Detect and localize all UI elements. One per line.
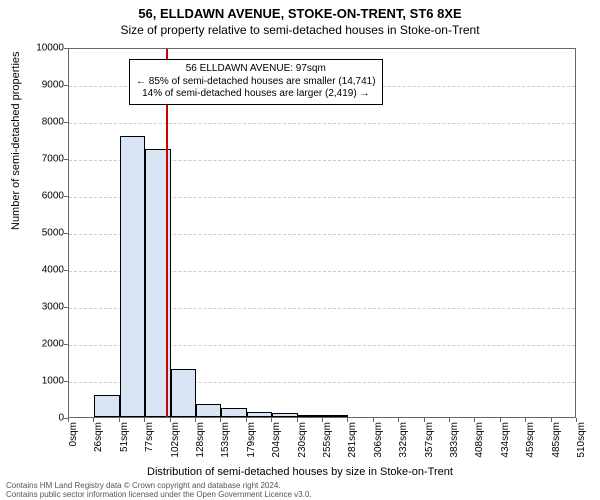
y-tick-mark [64,381,68,382]
x-tick-mark [271,418,272,422]
x-tick-mark [246,418,247,422]
x-tick-label: 51sqm [119,422,130,462]
y-tick-label: 7000 [14,154,64,165]
histogram-bar [221,408,246,417]
x-tick-mark [220,418,221,422]
x-tick-label: 459sqm [525,422,536,462]
y-axis-label: Number of semi-detached properties [10,51,22,230]
x-tick-label: 128sqm [195,422,206,462]
x-tick-label: 26sqm [93,422,104,462]
x-tick-mark [576,418,577,422]
histogram-bar [298,415,323,417]
x-tick-mark [170,418,171,422]
x-tick-mark [297,418,298,422]
x-tick-label: 230sqm [297,422,308,462]
x-tick-mark [144,418,145,422]
y-tick-label: 2000 [14,339,64,350]
x-tick-label: 332sqm [398,422,409,462]
histogram-bar [171,369,196,417]
plot-area: 56 ELLDAWN AVENUE: 97sqm ← 85% of semi-d… [68,48,576,418]
y-tick-label: 5000 [14,228,64,239]
x-tick-mark [322,418,323,422]
y-tick-mark [64,344,68,345]
x-tick-label: 434sqm [500,422,511,462]
chart-title-main: 56, ELLDAWN AVENUE, STOKE-ON-TRENT, ST6 … [0,0,600,21]
y-tick-label: 1000 [14,376,64,387]
x-tick-label: 306sqm [373,422,384,462]
x-tick-mark [525,418,526,422]
footer-attribution: Contains HM Land Registry data © Crown c… [6,481,312,499]
x-tick-label: 204sqm [271,422,282,462]
x-tick-label: 357sqm [424,422,435,462]
annotation-box: 56 ELLDAWN AVENUE: 97sqm ← 85% of semi-d… [129,59,383,105]
x-tick-mark [551,418,552,422]
y-tick-label: 0 [14,413,64,424]
gridline [69,123,575,124]
annotation-line1: 56 ELLDAWN AVENUE: 97sqm [136,63,376,76]
y-tick-label: 3000 [14,302,64,313]
x-tick-mark [474,418,475,422]
y-tick-label: 6000 [14,191,64,202]
x-tick-mark [398,418,399,422]
x-tick-mark [93,418,94,422]
y-tick-label: 10000 [14,43,64,54]
x-tick-mark [500,418,501,422]
x-tick-label: 102sqm [170,422,181,462]
x-tick-mark [373,418,374,422]
annotation-line3: 14% of semi-detached houses are larger (… [136,88,376,101]
x-tick-label: 77sqm [144,422,155,462]
y-tick-label: 8000 [14,117,64,128]
y-tick-mark [64,307,68,308]
y-tick-label: 9000 [14,80,64,91]
histogram-bar [323,415,348,417]
footer-line1: Contains HM Land Registry data © Crown c… [6,481,312,490]
x-tick-mark [449,418,450,422]
x-tick-mark [68,418,69,422]
x-tick-label: 0sqm [68,422,79,462]
x-tick-mark [424,418,425,422]
chart-container: 56, ELLDAWN AVENUE, STOKE-ON-TRENT, ST6 … [0,0,600,500]
x-tick-label: 255sqm [322,422,333,462]
annotation-line2: ← 85% of semi-detached houses are smalle… [136,76,376,89]
y-tick-mark [64,48,68,49]
x-tick-mark [119,418,120,422]
histogram-bar [196,404,221,417]
y-tick-label: 4000 [14,265,64,276]
x-axis-label: Distribution of semi-detached houses by … [0,466,600,478]
x-tick-label: 179sqm [246,422,257,462]
x-tick-label: 383sqm [449,422,460,462]
x-tick-label: 408sqm [474,422,485,462]
y-tick-mark [64,196,68,197]
y-tick-mark [64,85,68,86]
histogram-bar [272,413,297,417]
x-tick-label: 485sqm [551,422,562,462]
histogram-bar [94,395,119,417]
x-tick-label: 510sqm [576,422,587,462]
footer-line2: Contains public sector information licen… [6,490,312,499]
chart-title-sub: Size of property relative to semi-detach… [0,21,600,41]
histogram-bar [120,136,145,417]
y-tick-mark [64,159,68,160]
x-tick-label: 281sqm [347,422,358,462]
y-tick-mark [64,122,68,123]
y-tick-mark [64,233,68,234]
y-tick-mark [64,270,68,271]
x-tick-label: 153sqm [220,422,231,462]
x-tick-mark [347,418,348,422]
histogram-bar [247,412,272,417]
x-tick-mark [195,418,196,422]
